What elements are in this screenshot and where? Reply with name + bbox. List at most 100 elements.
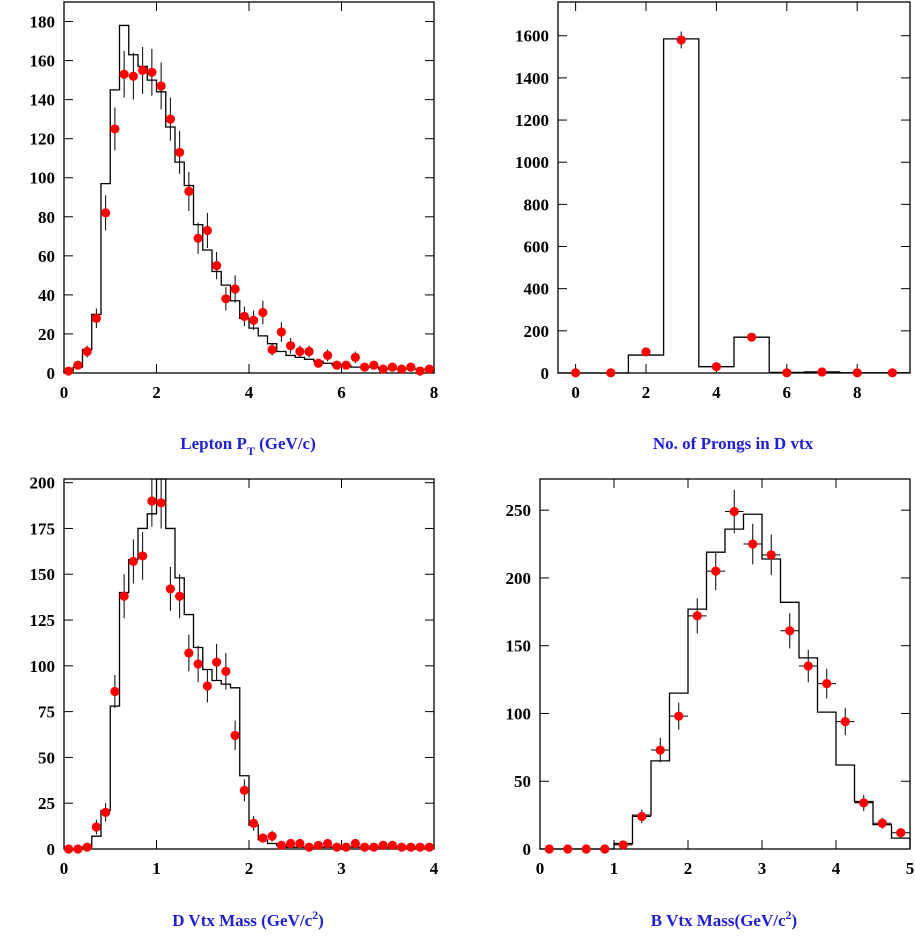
- x-tick-label: 5: [906, 859, 915, 878]
- data-point: [378, 364, 388, 374]
- x-tick-label: 0: [60, 383, 69, 402]
- y-tick-label: 150: [506, 637, 532, 656]
- x-tick-label: 3: [337, 859, 346, 878]
- data-point: [360, 362, 370, 372]
- data-point: [286, 341, 296, 351]
- x-axis-title-tail: ): [792, 911, 798, 930]
- data-point: [618, 840, 628, 850]
- data-point: [128, 556, 138, 567]
- data-point: [91, 822, 101, 832]
- data-point: [258, 307, 268, 318]
- y-tick-label: 400: [524, 280, 550, 299]
- x-axis-title: No. of Prongs in D vtx: [653, 434, 814, 453]
- data-point: [782, 368, 792, 378]
- data-point: [212, 261, 222, 271]
- data-point: [563, 844, 573, 854]
- y-tick-label: 125: [30, 611, 56, 630]
- data-point: [852, 368, 862, 378]
- x-tick-label: 2: [152, 383, 161, 402]
- data-point: [323, 350, 333, 361]
- x-axis-title-tail: ): [318, 911, 324, 930]
- y-tick-label: 100: [30, 657, 56, 676]
- data-point: [230, 284, 240, 294]
- y-tick-label: 200: [506, 569, 532, 588]
- data-point: [397, 364, 407, 374]
- data-point: [82, 842, 92, 852]
- data-point: [73, 844, 83, 854]
- x-axis-title: Lepton PT (GeV/c): [180, 434, 316, 458]
- y-tick-label: 1600: [515, 27, 549, 46]
- data-point: [304, 346, 314, 357]
- data-point: [369, 842, 379, 852]
- x-tick-label: 0: [60, 859, 69, 878]
- x-tick-label: 0: [536, 859, 545, 878]
- mc-histogram: [63, 24, 435, 373]
- data-point: [184, 186, 194, 197]
- y-tick-label: 40: [38, 286, 55, 305]
- x-tick-label: 6: [337, 383, 346, 402]
- data-point: [138, 551, 148, 561]
- x-axis-title-subscript: T: [247, 444, 255, 458]
- data-point: [73, 360, 83, 370]
- y-tick-label: 175: [30, 519, 56, 538]
- data-point: [267, 344, 277, 355]
- data-point: [101, 807, 111, 817]
- plot-frame: [557, 1, 911, 374]
- data-point: [64, 844, 74, 854]
- data-point: [202, 681, 212, 691]
- data-point: [887, 368, 898, 378]
- data-point: [748, 539, 758, 549]
- x-tick-label: 4: [245, 383, 254, 402]
- y-tick-label: 120: [30, 130, 56, 149]
- data-point: [711, 362, 722, 372]
- data-point: [747, 332, 757, 342]
- y-tick-label: 160: [30, 52, 56, 71]
- data-point: [156, 81, 166, 91]
- data-point: [249, 315, 259, 325]
- x-tick-label: 2: [245, 859, 254, 878]
- data-point: [406, 362, 416, 372]
- data-point: [803, 661, 813, 671]
- x-tick-label: 4: [430, 859, 439, 878]
- data-point: [119, 69, 129, 79]
- data-point: [193, 659, 203, 669]
- y-tick-label: 100: [506, 704, 532, 723]
- data-point: [571, 368, 581, 378]
- data-point: [581, 844, 591, 854]
- data-point: [406, 842, 416, 852]
- data-point: [276, 840, 286, 850]
- data-point: [424, 364, 434, 374]
- data-point: [415, 366, 425, 376]
- y-tick-label: 1400: [515, 69, 549, 88]
- chart-panel-3: 0 25 50 75 100 125 150 175 200 0 1 2 3 4 D Vtx Mass (G…: [30, 474, 439, 930]
- data-point: [313, 840, 323, 850]
- data-point: [387, 840, 397, 850]
- mc-histogram: [540, 513, 911, 850]
- data-point: [544, 844, 554, 854]
- y-tick-label: 150: [30, 565, 56, 584]
- data-point: [239, 785, 249, 795]
- data-point: [175, 147, 185, 157]
- x-axis-title-tail: (GeV/c): [255, 434, 316, 453]
- y-tick-label: 0: [47, 840, 56, 859]
- x-tick-label: 8: [853, 383, 862, 402]
- data-point: [822, 679, 832, 689]
- data-point: [295, 838, 305, 849]
- data-point: [276, 327, 286, 337]
- data-point: [332, 360, 342, 370]
- x-tick-label: 8: [430, 383, 439, 402]
- data-point: [424, 842, 434, 852]
- data-point: [350, 838, 360, 849]
- data-point: [221, 666, 231, 676]
- data-point: [286, 838, 296, 849]
- data-point: [341, 360, 351, 370]
- x-tick-label: 3: [758, 859, 767, 878]
- data-point: [128, 71, 138, 81]
- data-point: [221, 294, 231, 304]
- data-point: [147, 67, 157, 77]
- y-tick-label: 75: [38, 703, 55, 722]
- y-tick-label: 0: [523, 840, 532, 859]
- x-axis-title: B Vtx Mass(GeV/c2): [651, 908, 797, 930]
- data-point: [138, 65, 148, 75]
